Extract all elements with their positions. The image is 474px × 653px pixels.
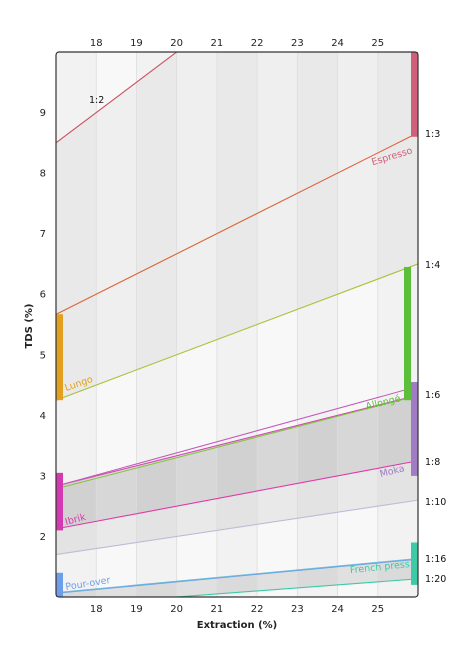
- inner-line-2: [56, 558, 418, 594]
- band-1-8-to-1-10: [56, 460, 418, 555]
- ratio-label: 1:20: [425, 574, 446, 585]
- method-bar-2: [404, 266, 411, 401]
- method-bar-5: [56, 572, 63, 597]
- grid-column-shade: [217, 52, 257, 597]
- y-tick: 7: [40, 229, 46, 240]
- y-tick: 4: [40, 411, 46, 422]
- x-tick-top: 22: [251, 38, 264, 49]
- y-tick: 6: [40, 290, 46, 301]
- ratio-line-1-10: [56, 499, 418, 556]
- ratio-label: 1:4: [425, 260, 440, 271]
- x-axis-label: Extraction (%): [197, 620, 278, 631]
- y-tick: 8: [40, 169, 46, 180]
- x-tick-bottom: 20: [170, 604, 183, 615]
- ratio-label: 1:10: [425, 497, 446, 508]
- x-tick-top: 21: [211, 38, 224, 49]
- method-bar-0: [411, 52, 418, 137]
- y-tick: 3: [40, 471, 46, 482]
- y-tick: 2: [40, 532, 46, 543]
- x-tick-top: 18: [90, 38, 103, 49]
- method-bar-6: [411, 542, 418, 585]
- inner-line-0: [56, 385, 418, 487]
- x-tick-bottom: 22: [251, 604, 264, 615]
- grid-column-shade: [136, 52, 176, 597]
- inner-line-1: [56, 395, 418, 490]
- x-tick-top: 24: [331, 38, 344, 49]
- ratio-label: 1:6: [425, 390, 440, 401]
- band-1-16-to-1-20: [56, 559, 418, 597]
- method-label: Ibrik: [64, 512, 87, 528]
- x-tick-bottom: 23: [291, 604, 304, 615]
- ratio-line-1-6: [56, 394, 418, 487]
- y-axis-label: TDS (%): [24, 304, 35, 349]
- ratio-label: 1:8: [425, 457, 440, 468]
- x-tick-bottom: 25: [371, 604, 384, 615]
- ratio-line-1-16: [56, 558, 418, 594]
- x-tick-bottom: 21: [211, 604, 224, 615]
- x-tick-bottom: 19: [130, 604, 143, 615]
- ratio-line-1-2: [56, 52, 178, 144]
- method-bar-4: [56, 472, 63, 531]
- y-tick: 9: [40, 108, 46, 119]
- x-tick-bottom: 24: [331, 604, 344, 615]
- ratio-label: 1:2: [89, 95, 104, 106]
- ratio-line-1-8: [56, 460, 418, 530]
- x-tick-top: 23: [291, 38, 304, 49]
- method-bar-3: [411, 382, 418, 476]
- x-tick-bottom: 18: [90, 604, 103, 615]
- method-bar-1: [56, 314, 63, 401]
- ratio-line-1-4: [56, 263, 418, 401]
- ratio-line-1-20: [169, 578, 418, 597]
- plot-frame: [55, 51, 419, 598]
- x-tick-top: 19: [130, 38, 143, 49]
- ratio-line-1-3: [56, 132, 418, 315]
- x-tick-top: 20: [170, 38, 183, 49]
- band-1-6-to-1-8: [56, 395, 418, 529]
- band-1-2-to-1-4: [56, 52, 418, 401]
- y-tick: 5: [40, 350, 46, 361]
- ratio-label: 1:3: [425, 129, 440, 140]
- x-tick-top: 25: [371, 38, 384, 49]
- ratio-label: 1:16: [425, 554, 446, 565]
